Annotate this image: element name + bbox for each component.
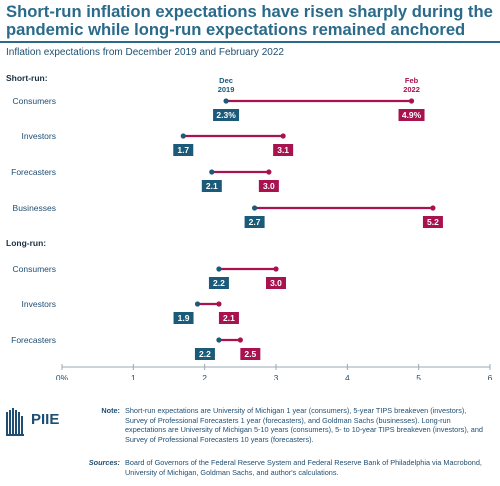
dec-value-box [173,312,194,324]
row-label: Businesses [13,203,56,213]
row-label: Consumers [13,264,56,274]
dec-point [180,133,186,139]
dec-value-box [201,180,222,192]
feb-value-label: 3.0 [270,278,282,288]
logo-text: PIIE [31,411,60,428]
dec-value-box [213,109,240,121]
feb-value-label: 5.2 [427,217,439,227]
dec-value-box [173,144,194,156]
feb-point [280,133,286,139]
feb-value-box [218,312,239,324]
legend-dec-label: Dec [219,76,233,85]
group-label: Short-run: [6,73,48,83]
note-text: Short-run expectations are University of… [125,406,483,444]
x-tick-label: 5 [416,373,421,380]
feb-point [237,337,243,343]
dec-point [216,337,222,343]
chart-title: Short-run inflation expectations have ri… [6,2,493,39]
x-tick-label: 0% [56,373,69,380]
dec-point [223,98,229,104]
dec-value-label: 2.3% [216,110,236,120]
feb-point [408,98,415,104]
feb-value-box [273,144,294,156]
feb-value-label: 2.5 [244,349,256,359]
sources-text: Board of Governors of the Federal Reserv… [125,458,482,477]
chart-subtitle: Inflation expectations from December 201… [6,47,284,58]
footer: PIIE Note: Short-run expectations are Un… [0,400,500,486]
row-label: Forecasters [11,335,56,345]
dec-point [209,169,215,175]
feb-value-label: 2.1 [223,313,235,323]
x-tick-label: 3 [274,373,279,380]
x-tick-label: 6 [488,373,493,380]
dec-value-label: 2.2 [213,278,225,288]
feb-value-box [258,180,279,192]
feb-value-label: 4.9% [402,110,422,120]
dec-value-box [244,216,265,228]
dec-value-label: 2.7 [249,217,261,227]
dec-value-label: 2.2 [199,349,211,359]
row-label: Investors [22,299,57,309]
row-label: Consumers [13,96,56,106]
feb-point [273,266,279,272]
legend-feb-label: 2022 [403,85,420,94]
feb-value-box [266,277,286,289]
x-tick-label: 4 [345,373,350,380]
piie-logo: PIIE [6,408,59,441]
note-label: Note: [101,406,120,415]
dec-point [194,301,201,307]
dec-point [252,205,258,211]
feb-point [430,205,436,211]
group-label: Long-run: [6,238,46,248]
x-tick-label: 2 [202,373,207,380]
dec-value-label: 1.7 [177,145,189,155]
legend-dec-label: 2019 [218,85,235,94]
feb-point [216,301,222,307]
feb-value-box [398,109,425,121]
row-label: Investors [22,131,57,141]
title-rule [0,41,500,43]
feb-value-label: 3.1 [277,145,289,155]
dec-value-box [194,348,215,360]
dec-value-box [208,277,229,289]
sources-label: Sources: [88,458,120,467]
dec-value-label: 2.1 [206,181,218,191]
feb-value-box [240,348,261,360]
legend-feb-label: Feb [405,76,419,85]
feb-value-label: 3.0 [263,181,275,191]
dec-value-label: 1.9 [178,313,190,323]
row-label: Forecasters [11,167,56,177]
feb-point [266,169,272,175]
dec-point [216,266,222,272]
x-tick-label: 1 [131,373,136,380]
feb-value-box [422,216,443,228]
